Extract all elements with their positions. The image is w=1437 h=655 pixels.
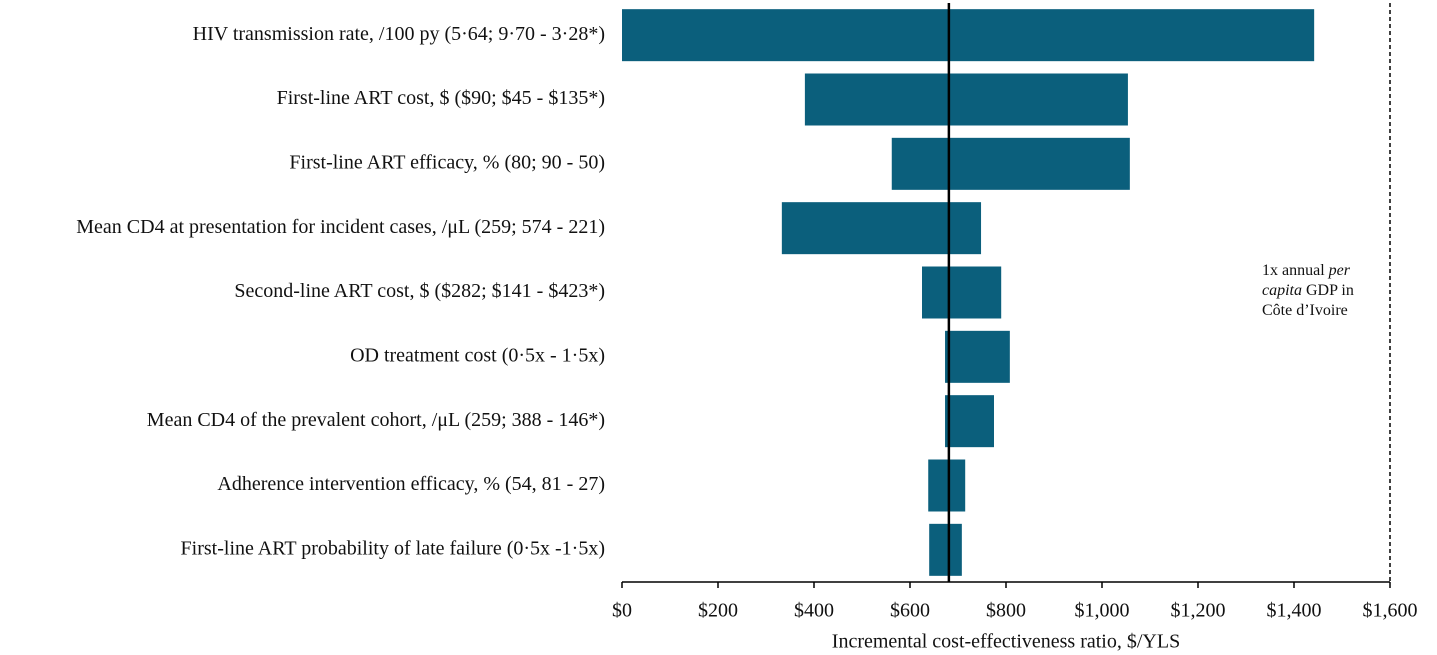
- x-tick-label: $0: [612, 600, 632, 622]
- bar: [929, 523, 962, 576]
- annotation-part: Côte d’Ivoire: [1262, 302, 1348, 319]
- annotation-part: capita: [1262, 282, 1302, 299]
- bar: [891, 137, 1130, 190]
- category-label: Mean CD4 of the prevalent cohort, /μL (2…: [147, 409, 605, 431]
- category-label: Adherence intervention efficacy, % (54, …: [217, 473, 605, 495]
- bar: [945, 395, 994, 448]
- x-axis-title: Incremental cost-effectiveness ratio, $/…: [832, 631, 1180, 653]
- x-tick-label: $1,000: [1075, 600, 1130, 622]
- x-tick-label: $800: [986, 600, 1026, 622]
- x-tick-label: $1,600: [1363, 600, 1418, 622]
- bar: [928, 459, 966, 512]
- x-tick-label: $400: [794, 600, 834, 622]
- category-label: First-line ART efficacy, % (80; 90 - 50): [289, 151, 605, 173]
- x-tick-label: $1,400: [1267, 600, 1322, 622]
- annotation-part: 1x annual: [1262, 262, 1329, 279]
- category-label: OD treatment cost (0·5x - 1·5x): [350, 344, 605, 366]
- bar: [922, 266, 1002, 319]
- x-tick-label: $600: [890, 600, 930, 622]
- bar: [622, 9, 1315, 62]
- category-label: Mean CD4 at presentation for incident ca…: [76, 216, 605, 238]
- bar: [781, 202, 982, 255]
- annotation: 1x annual per capita GDP in Côte d’Ivoir…: [1262, 262, 1358, 319]
- bar: [804, 73, 1128, 126]
- category-label: Second-line ART cost, $ ($282; $141 - $4…: [234, 280, 605, 302]
- category-label: First-line ART cost, $ ($90; $45 - $135*…: [277, 87, 605, 109]
- x-tick-label: $1,200: [1171, 600, 1226, 622]
- annotation-part: GDP in: [1302, 282, 1354, 299]
- annotation-part: per: [1328, 262, 1351, 279]
- category-label: First-line ART probability of late failu…: [181, 537, 605, 559]
- category-label: HIV transmission rate, /100 py (5·64; 9·…: [193, 23, 605, 45]
- bar: [945, 330, 1010, 383]
- x-tick-label: $200: [698, 600, 738, 622]
